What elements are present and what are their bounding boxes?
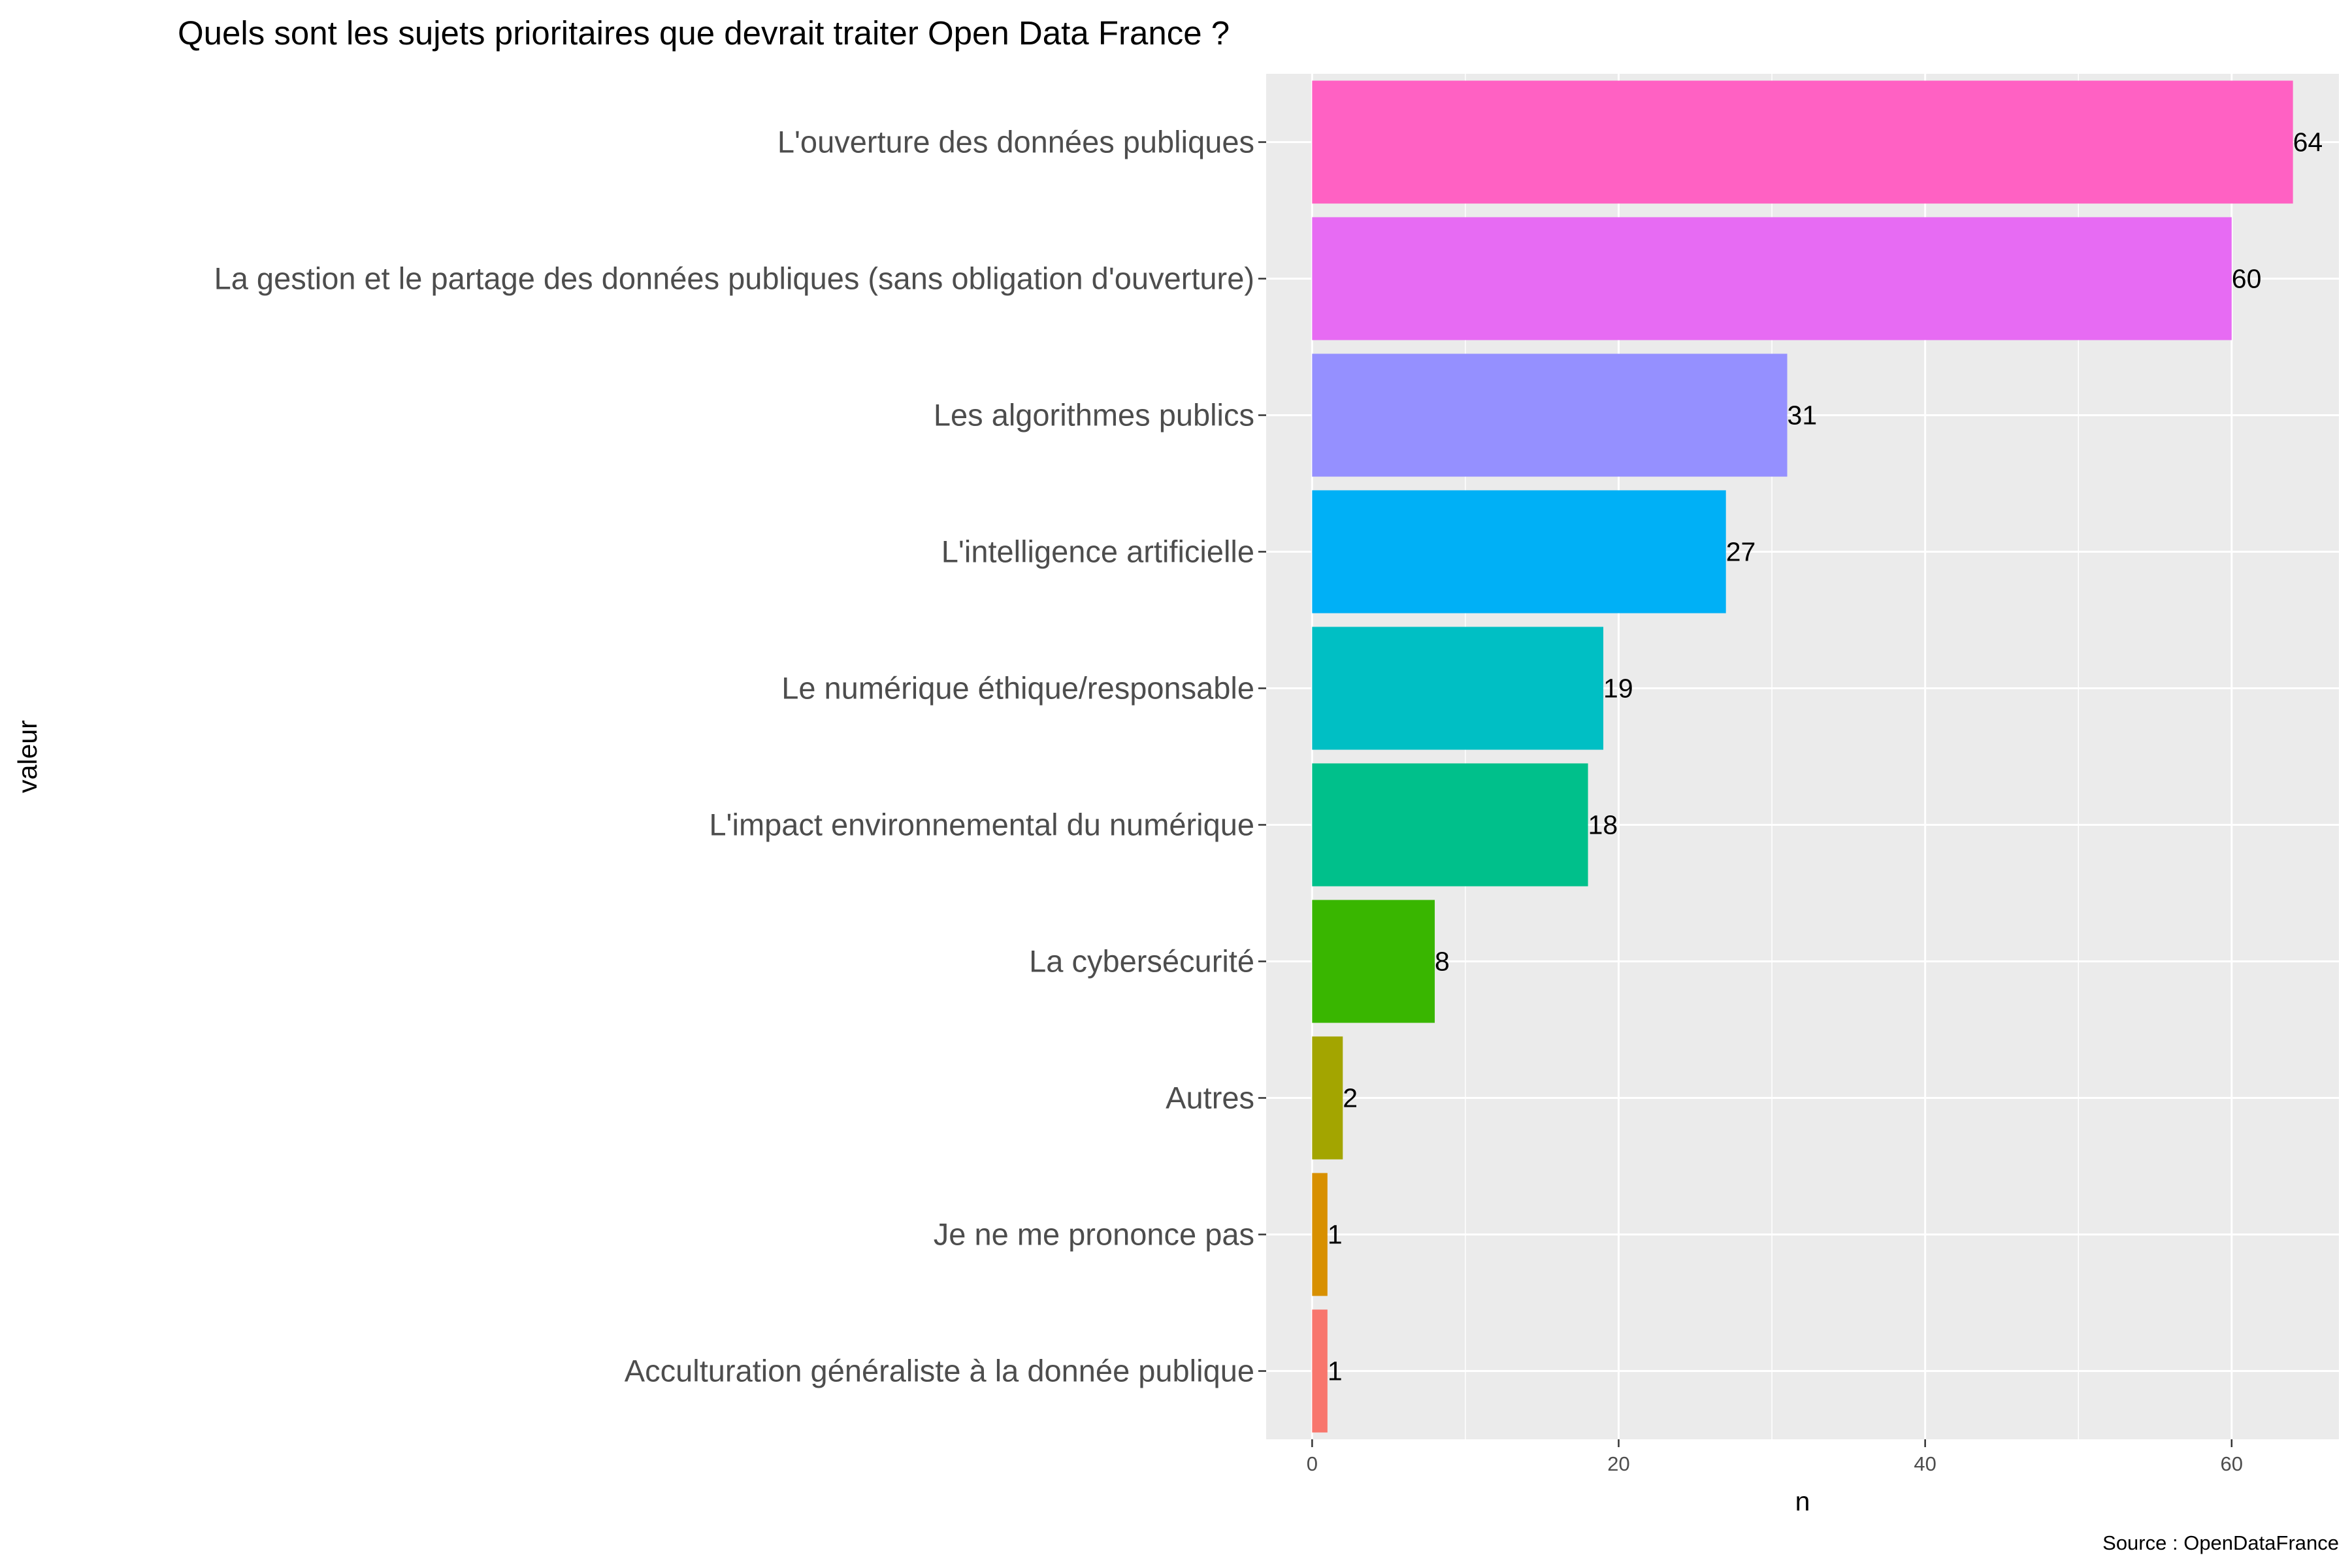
bars <box>1312 80 2293 1433</box>
x-axis-title: n <box>1795 1486 1810 1516</box>
x-axis-ticks: 0 20 40 60 <box>1307 1439 2243 1475</box>
category-label: Acculturation généraliste à la donnée pu… <box>625 1354 1254 1388</box>
value-label: 64 <box>2293 127 2323 157</box>
bar <box>1312 353 1788 477</box>
category-label: La gestion et le partage des données pub… <box>214 261 1254 296</box>
chart-caption: Source : OpenDataFrance <box>2102 1531 2339 1554</box>
bar <box>1312 1309 1328 1433</box>
value-label: 31 <box>1788 400 1818 431</box>
value-labels: 64 60 31 27 19 18 8 2 1 1 <box>1328 127 2323 1386</box>
value-label: 60 <box>2232 264 2262 294</box>
bar <box>1312 490 1726 613</box>
bar <box>1312 217 2232 340</box>
chart-title: Quels sont les sujets prioritaires que d… <box>178 14 1230 52</box>
value-label: 19 <box>1603 674 1633 704</box>
category-label: La cybersécurité <box>1029 944 1254 979</box>
category-label: Les algorithmes publics <box>934 398 1254 433</box>
bar <box>1312 900 1435 1023</box>
bar <box>1312 763 1588 887</box>
value-label: 2 <box>1343 1083 1358 1113</box>
category-label: L'intelligence artificielle <box>941 534 1254 569</box>
category-label: Je ne me prononce pas <box>934 1217 1254 1252</box>
category-label: L'ouverture des données publiques <box>777 125 1254 159</box>
bar <box>1312 627 1604 750</box>
value-label: 1 <box>1328 1220 1343 1250</box>
category-label: Autres <box>1166 1081 1254 1115</box>
bar <box>1312 80 2293 204</box>
bar <box>1312 1173 1328 1296</box>
x-tick-label: 20 <box>1607 1452 1629 1475</box>
value-label: 1 <box>1328 1356 1343 1386</box>
value-label: 27 <box>1726 537 1756 567</box>
category-label: L'impact environnemental du numérique <box>709 808 1254 842</box>
category-label: Le numérique éthique/responsable <box>781 671 1254 706</box>
value-label: 18 <box>1588 810 1618 840</box>
y-axis-title: valeur <box>12 720 42 793</box>
x-tick-label: 40 <box>1914 1452 1936 1475</box>
x-tick-label: 60 <box>2221 1452 2243 1475</box>
x-tick-label: 0 <box>1307 1452 1318 1475</box>
bar <box>1312 1036 1343 1160</box>
value-label: 8 <box>1435 947 1450 977</box>
y-axis-category-labels: L'ouverture des données publiques La gest… <box>214 125 1266 1388</box>
